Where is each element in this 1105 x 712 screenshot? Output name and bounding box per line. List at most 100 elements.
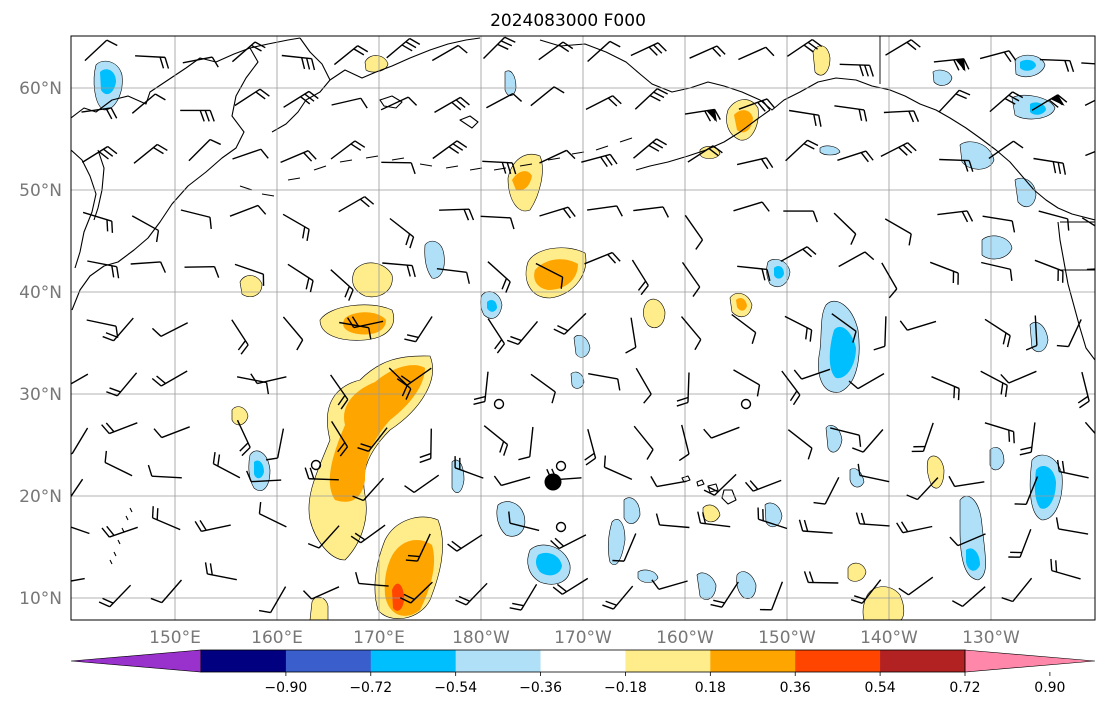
wind-barb [911,422,934,453]
wind-barb [703,473,737,496]
wind-barb [850,579,882,605]
positive-contour-core [736,298,747,311]
wind-barb [933,58,970,72]
positive-contour [847,562,867,582]
colorbar-label: 0.54 [865,680,896,696]
negative-contour [989,447,1005,471]
wind-barb [979,50,1017,63]
longitude-labels: 150°E 160°E 170°E 180°W 170°W 160°W 150°W 140°W… [149,628,1020,648]
wind-barb [838,251,875,268]
wind-barb [585,95,622,111]
negative-contour [623,497,641,524]
negative-contour [932,69,953,86]
positive-contour [239,275,263,297]
wind-barb [530,86,565,107]
wind-barb [236,376,270,395]
kuril-islands [109,507,133,565]
wind-barb [302,586,340,600]
wind-barb [101,525,138,538]
wind-barb [981,261,1013,281]
wind-barb [246,470,282,483]
wind-barb [486,92,523,109]
colorbar-label: 0.90 [1034,680,1065,696]
wind-barb [135,55,170,69]
negative-contour-core [487,300,497,312]
negative-contour-core [1020,59,1036,71]
wind-barb [1000,370,1037,384]
wind-barb [487,261,511,293]
wind-barb [834,105,868,122]
wind-barb [307,525,340,549]
wind-barb [194,519,231,533]
wind-barb [184,265,220,278]
positive-contour [812,45,831,76]
wind-barb [898,576,934,596]
wind-barb [71,478,84,505]
longitude-label: 160°W [656,628,714,648]
wind-barb [587,205,623,217]
wind-barb [793,368,831,380]
wind-barb [212,452,241,479]
wind-barb [382,262,416,278]
wind-barb [281,54,316,71]
positive-contour [926,455,945,489]
aleutian-islands [239,137,633,197]
colorbar-label: 0.36 [780,680,811,696]
wind-barb [676,372,690,407]
wind-barb [339,321,372,340]
negative-contour [637,569,659,583]
wind-barb [231,319,249,355]
calm-wind-circle [555,460,567,472]
wind-barb [678,424,690,462]
latitude-label: 30°N [19,385,62,405]
wind-barb [151,322,189,337]
wind-barb [482,160,517,175]
longitude-label: 160°E [251,628,303,648]
sea-of-okhotsk-coast [71,149,97,269]
colorbar-segment [795,650,881,672]
wind-barb [229,204,267,217]
wind-barb [82,211,114,233]
wind-barb [684,108,721,123]
calm-wind-circle [555,521,567,533]
wind-barb [350,524,386,544]
wind-barb [266,428,285,461]
wind-barb [803,571,839,584]
wind-barb [736,157,774,170]
nunivak-island [459,115,479,129]
longitude-label: 130°W [962,628,1020,648]
wind-barb [234,88,270,107]
wind-barb [150,579,183,604]
positive-contour [231,406,249,426]
wind-barb [399,581,433,604]
wind-barb [232,148,269,160]
positive-contour-core [534,259,578,290]
negative-contour [764,502,783,528]
wind-barb [1086,267,1095,271]
latitude-label: 60°N [19,79,62,99]
wind-barb [939,158,974,172]
wind-barb [931,376,960,401]
wind-barb [151,370,188,387]
wind-barb [153,426,190,439]
positive-contour-core [734,110,753,133]
wind-barb [283,90,319,108]
wind-barb [831,313,857,343]
wind-barb [130,261,167,273]
wind-barb [71,427,89,455]
negative-contour [573,335,591,358]
wind-barb [1050,558,1081,580]
wind-barb [848,372,885,390]
wind-barb [436,268,470,284]
negative-contour [819,145,841,156]
wind-barb [396,367,432,386]
wind-barb [737,265,771,281]
wind-barb [633,425,654,460]
wind-barb [357,427,388,453]
st-lawrence-island [379,95,403,109]
wind-barb [830,427,862,447]
wind-barb [234,263,265,286]
colorbar-segment [201,650,287,672]
negative-contour [1029,321,1049,353]
wind-barb [988,140,1024,159]
